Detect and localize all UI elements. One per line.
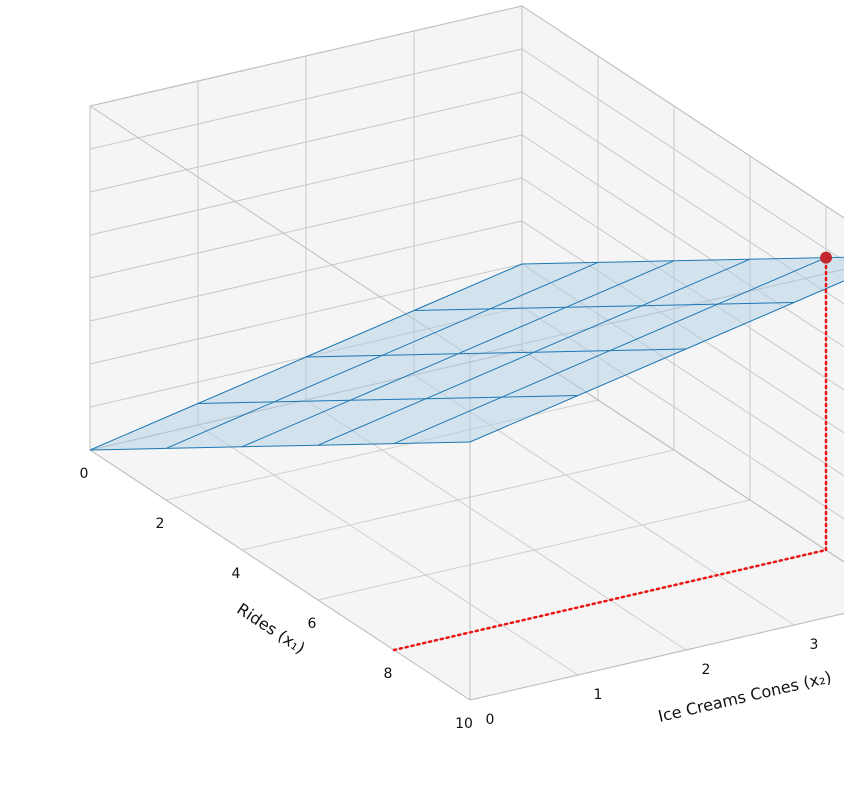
x-tick: 0 — [80, 466, 89, 482]
surface-3d-plot: 02468100123401020304050607080Rides (x₁)I… — [0, 0, 844, 787]
y-tick: 1 — [594, 687, 603, 703]
x-tick: 2 — [156, 516, 165, 532]
y-axis-label: Ice Creams Cones (x₂) — [656, 667, 833, 725]
x-axis-label: Rides (x₁) — [233, 599, 308, 657]
y-tick: 2 — [702, 662, 711, 678]
y-tick: 0 — [486, 712, 495, 728]
x-tick: 8 — [384, 666, 393, 682]
y-tick: 3 — [810, 637, 819, 653]
x-tick: 4 — [232, 566, 241, 582]
x-tick: 6 — [308, 616, 317, 632]
highlight-point — [820, 252, 832, 264]
x-tick: 10 — [455, 716, 473, 732]
